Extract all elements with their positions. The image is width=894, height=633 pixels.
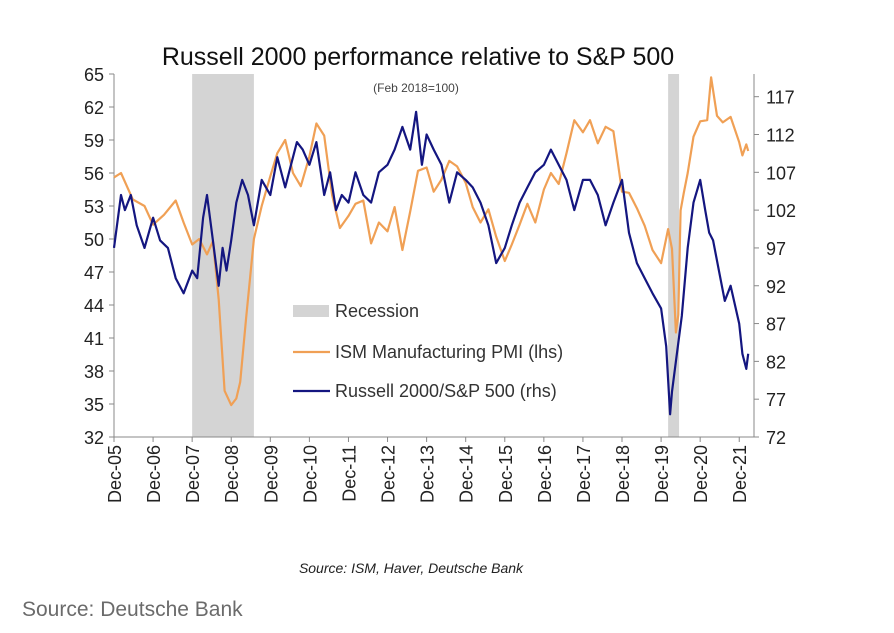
right-tick-label: 77 (766, 390, 786, 410)
x-tick-label: Dec-07 (183, 445, 203, 503)
left-tick-label: 44 (84, 296, 104, 316)
x-tick-label: Dec-21 (730, 445, 750, 503)
x-tick-label: Dec-06 (144, 445, 164, 503)
ism-pmi-line (113, 76, 750, 407)
x-tick-label: Dec-18 (613, 445, 633, 503)
left-tick-label: 50 (84, 230, 104, 250)
x-tick-label: Dec-09 (261, 445, 281, 503)
legend-russell-ratio: Russell 2000/S&P 500 (rhs) (293, 381, 557, 401)
legend-label: Recession (335, 301, 419, 321)
legend-label: Russell 2000/S&P 500 (rhs) (335, 381, 557, 401)
recession-band-1 (668, 74, 680, 437)
right-tick-label: 82 (766, 352, 786, 372)
right-tick-label: 97 (766, 239, 786, 259)
legend-label: ISM Manufacturing PMI (lhs) (335, 342, 563, 362)
left-tick-label: 47 (84, 263, 104, 283)
series-lines (112, 76, 750, 416)
right-tick-label: 92 (766, 277, 786, 297)
x-tick-label: Dec-15 (496, 445, 516, 503)
x-tick-label: Dec-08 (222, 445, 242, 503)
x-tick-label: Dec-11 (339, 445, 359, 502)
x-tick-label: Dec-20 (691, 445, 711, 503)
source-note: Source: ISM, Haver, Deutsche Bank (299, 560, 524, 576)
x-tick-label: Dec-05 (105, 445, 125, 503)
legend-swatch (293, 305, 329, 317)
x-tick-label: Dec-12 (379, 445, 399, 503)
x-tick-label: Dec-13 (418, 445, 438, 503)
left-tick-label: 56 (84, 164, 104, 184)
left-tick-label: 62 (84, 98, 104, 118)
x-tick-label: Dec-16 (535, 445, 555, 503)
x-tick-label: Dec-14 (457, 445, 477, 503)
left-tick-label: 59 (84, 131, 104, 151)
legend-recession: Recession (293, 301, 419, 321)
footnote-source: Source: Deutsche Bank (22, 598, 243, 621)
russell-sp-ratio-line (112, 110, 750, 416)
left-tick-label: 32 (84, 428, 104, 448)
right-tick-label: 107 (766, 163, 796, 183)
left-tick-label: 53 (84, 197, 104, 217)
left-tick-label: 65 (84, 65, 104, 85)
right-tick-label: 112 (766, 126, 795, 146)
x-tick-label: Dec-17 (574, 445, 594, 503)
x-tick-label: Dec-10 (300, 445, 320, 503)
left-tick-label: 41 (84, 329, 104, 349)
chart-title: Russell 2000 performance relative to S&P… (162, 43, 674, 71)
axes: 32 35 38 41 44 47 50 53 56 59 62 65 72 77 82 87 92 97 102 1… (84, 65, 796, 503)
right-tick-label: 87 (766, 315, 786, 335)
legend: Recession ISM Manufacturing PMI (lhs) Russ… (293, 301, 563, 401)
left-tick-label: 38 (84, 362, 104, 382)
right-tick-label: 102 (766, 201, 796, 221)
legend-ism-pmi: ISM Manufacturing PMI (lhs) (293, 342, 563, 362)
left-tick-label: 35 (84, 395, 104, 415)
right-tick-label: 72 (766, 428, 786, 448)
x-tick-label: Dec-19 (652, 445, 672, 503)
right-tick-label: 117 (766, 88, 795, 108)
chart-subtitle: (Feb 2018=100) (373, 81, 459, 95)
